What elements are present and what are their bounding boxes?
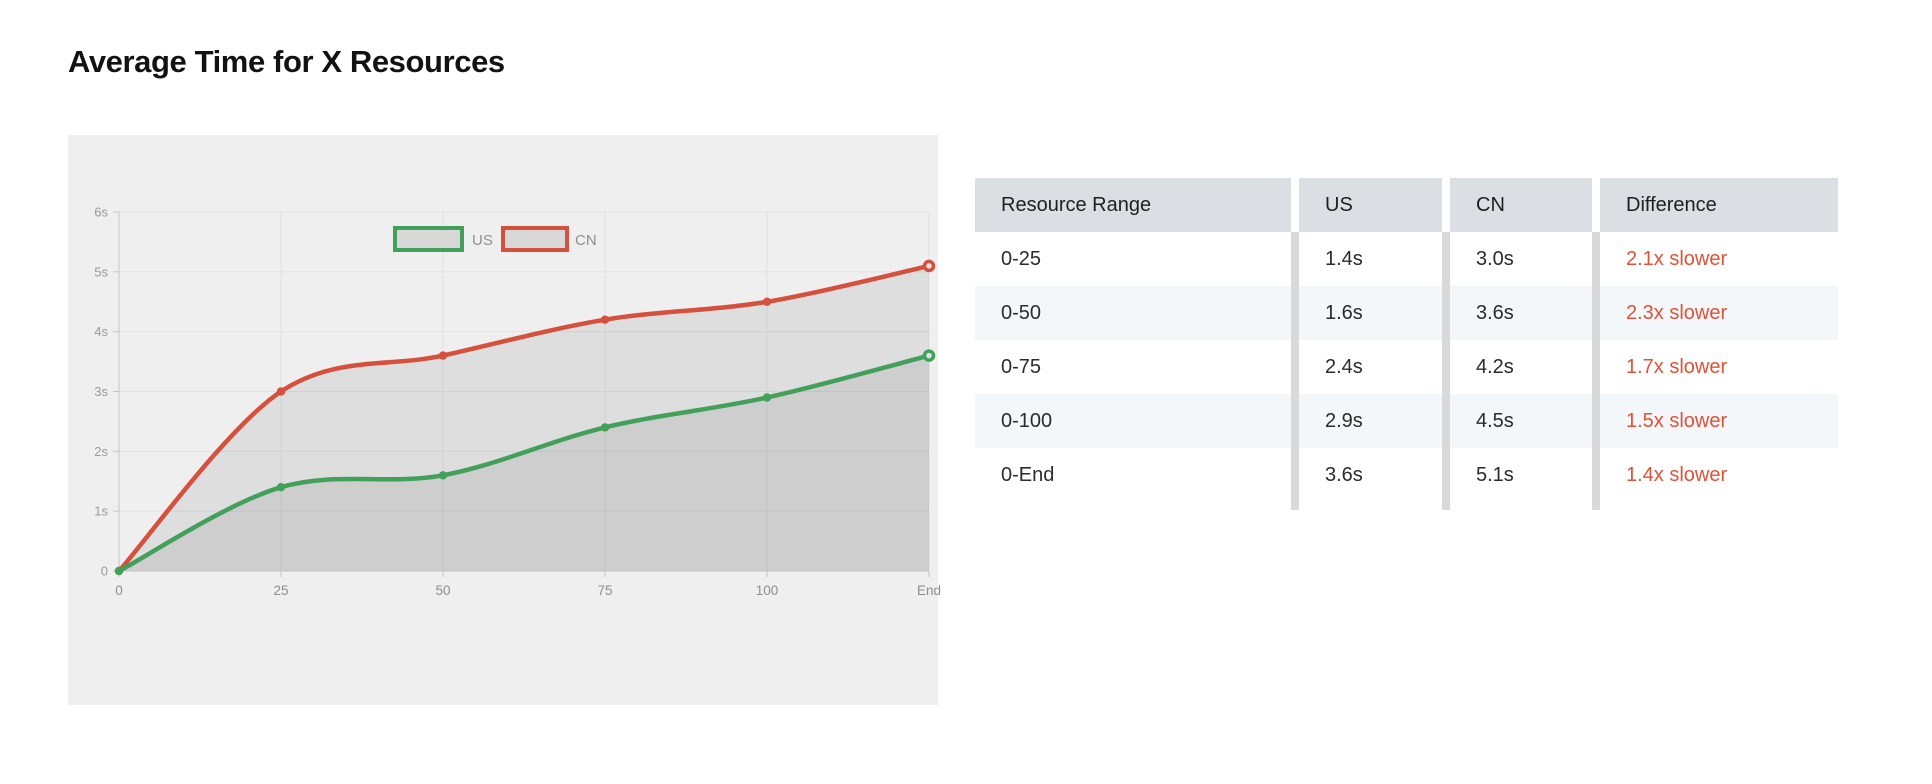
cell-difference: 1.7x slower (1626, 355, 1728, 378)
x-axis-label: 25 (273, 583, 288, 598)
cell-cn-time: 3.0s (1476, 247, 1514, 270)
series-area-cn (119, 265, 929, 571)
column-header-cn: CN (1450, 178, 1592, 232)
table-header: Resource Range US CN Difference (975, 178, 1838, 232)
table-row: 0-25 1.4s 3.0s 2.1x slower (975, 232, 1838, 286)
cell-cn-time: 3.6s (1476, 301, 1514, 324)
cell-cn-time: 4.5s (1476, 409, 1514, 432)
series-line-cn (116, 263, 932, 574)
column-separator (1291, 232, 1299, 510)
x-axis-label: 50 (435, 583, 450, 598)
column-separator (1442, 232, 1450, 510)
x-axis-label: 0 (115, 583, 123, 598)
cell-us-time: 2.9s (1325, 409, 1363, 432)
cell-difference: 2.1x slower (1626, 247, 1728, 270)
cell-difference: 1.5x slower (1626, 409, 1728, 432)
series-area-us (119, 355, 929, 571)
y-axis-label: 3s (94, 384, 108, 399)
line-chart: 0 1s 2s 3s 4s 5s 6s 0 25 50 75 100 End US CN (94, 205, 941, 599)
data-point-us (114, 566, 124, 576)
data-point-cn (438, 351, 448, 360)
cell-us-time: 1.4s (1325, 247, 1363, 270)
data-point-cn (762, 297, 772, 306)
data-point-cn (600, 315, 610, 324)
data-point-us (600, 423, 610, 432)
series-line-us (116, 353, 932, 574)
cell-resource-range: 0-End (1001, 463, 1055, 486)
column-header-us: US (1299, 178, 1442, 232)
data-point-end-cn (922, 259, 936, 273)
table-row: 0-75 2.4s 4.2s 1.7x slower (975, 340, 1838, 394)
legend-label-cn: CN (575, 232, 597, 249)
y-axis-label: 0 (101, 564, 108, 579)
cell-resource-range: 0-100 (1001, 409, 1053, 432)
cell-us-time: 2.4s (1325, 355, 1363, 378)
cell-us-time: 1.6s (1325, 301, 1363, 324)
data-point-end-us (922, 349, 936, 362)
table-body: 0-25 1.4s 3.0s 2.1x slower 0-50 1.6s 3.6s 2.3x … (975, 232, 1838, 502)
data-point-us (762, 393, 772, 402)
cell-resource-range: 0-25 (1001, 247, 1042, 270)
table-row: 0-End 3.6s 5.1s 1.4x slower (975, 448, 1838, 502)
y-axis-label: 4s (94, 324, 108, 339)
data-point-cn (276, 387, 286, 396)
y-axis-label: 6s (94, 205, 108, 220)
column-header-difference: Difference (1600, 178, 1838, 232)
cell-resource-range: 0-75 (1001, 355, 1042, 378)
chart-panel: 0 1s 2s 3s 4s 5s 6s 0 25 50 75 100 End US CN (68, 135, 941, 705)
cell-cn-time: 4.2s (1476, 355, 1514, 378)
legend-swatch-us (393, 226, 464, 252)
cell-cn-time: 5.1s (1476, 463, 1514, 486)
data-point-us (276, 483, 286, 492)
table-row: 0-50 1.6s 3.6s 2.3x slower (975, 286, 1838, 340)
cell-difference: 1.4x slower (1626, 463, 1728, 486)
y-axis-label: 5s (94, 264, 108, 279)
x-axis-label: 75 (597, 583, 612, 598)
page-title: Average Time for X Resources (68, 44, 505, 79)
cell-resource-range: 0-50 (1001, 301, 1042, 324)
comparison-table: Resource Range US CN Difference 0-25 1.4s… (975, 178, 1838, 510)
cell-difference: 2.3x slower (1626, 301, 1728, 324)
cell-us-time: 3.6s (1325, 463, 1363, 486)
table-row: 0-100 2.9s 4.5s 1.5x slower (975, 394, 1838, 448)
column-header-resource-range: Resource Range (975, 178, 1291, 232)
x-axis-label: 100 (756, 583, 779, 598)
data-point-us (438, 471, 448, 480)
y-axis-label: 2s (94, 444, 108, 459)
legend-swatch-cn (501, 226, 569, 252)
legend-label-us: US (472, 232, 493, 249)
y-axis-label: 1s (94, 504, 108, 519)
column-separator (1592, 232, 1600, 510)
x-axis-label: End (917, 583, 941, 598)
